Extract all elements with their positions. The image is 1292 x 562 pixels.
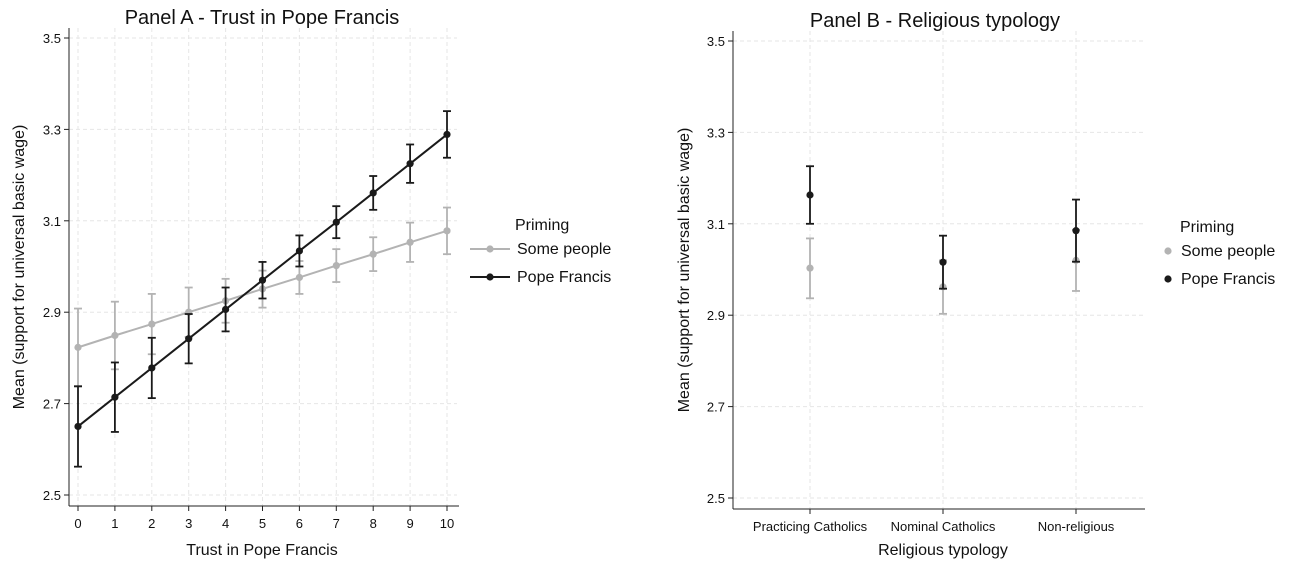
data-point [369, 250, 377, 258]
y-tick-label: 2.9 [707, 308, 725, 323]
panel-b-title: Panel B - Religious typology [810, 10, 1060, 32]
x-tick-label: 3 [185, 516, 192, 531]
legend-swatch-marker [486, 273, 494, 281]
series-pope-francis [74, 110, 451, 468]
panel-b-legend: Priming Some people Pope Francis [1164, 219, 1275, 288]
panel-b-axes: 2.5 2.7 2.9 3.1 3.3 3.5 Practicing Catholics No… [707, 31, 1145, 534]
legend-entry-label: Pope Francis [1181, 271, 1275, 288]
y-tick-label: 2.7 [43, 397, 61, 412]
data-point [443, 227, 451, 235]
x-tick-label: 6 [296, 516, 303, 531]
panel-b-y-axis-label: Mean (support for universal basic wage) [676, 128, 693, 413]
x-tick-label: Practicing Catholics [753, 519, 868, 534]
y-tick-label: 3.1 [707, 217, 725, 232]
legend-swatch-marker [1164, 275, 1172, 283]
data-point [222, 305, 230, 314]
y-tick-label: 2.5 [707, 491, 725, 506]
panel-b-grid [733, 31, 1145, 509]
x-tick-label: 1 [111, 516, 118, 531]
panel-a-y-axis-label: Mean (support for universal basic wage) [11, 125, 28, 410]
data-point [111, 331, 119, 340]
y-tick-label: 2.5 [43, 488, 61, 503]
y-tick-label: 3.1 [43, 214, 61, 229]
legend-swatch-marker [486, 245, 494, 253]
data-point [148, 364, 156, 372]
panel-b-marks [806, 165, 1080, 315]
y-tick-label: 3.3 [43, 122, 61, 137]
data-point [1072, 227, 1080, 235]
x-tick-label: 2 [148, 516, 155, 531]
legend-entry-label: Pope Francis [517, 269, 611, 286]
legend-entry-label: Some people [1181, 243, 1275, 260]
data-point [74, 422, 82, 431]
x-tick-label: 10 [440, 516, 454, 531]
panel-a-title: Panel A - Trust in Pope Francis [125, 7, 400, 29]
data-point [806, 264, 814, 272]
panel-a-axes: 2.5 2.7 2.9 3.1 3.3 3.5 0 1 2 3 4 5 6 7 8 9 10 [43, 28, 459, 531]
data-point [443, 130, 451, 139]
data-point [406, 160, 414, 168]
data-point [74, 343, 82, 351]
x-tick-label: 5 [259, 516, 266, 531]
data-point [185, 335, 193, 343]
legend-swatch-marker [1164, 247, 1172, 255]
data-point [111, 393, 119, 401]
x-tick-label: 7 [333, 516, 340, 531]
panel-a-legend: Priming Some people Pope Francis [470, 217, 611, 286]
panel-a-marks [74, 110, 451, 468]
x-tick-label: 9 [406, 516, 413, 531]
panel-b-legend-title: Priming [1180, 219, 1234, 236]
legend-entry-label: Some people [517, 241, 611, 258]
y-tick-label: 2.7 [707, 400, 725, 415]
data-point [295, 247, 303, 255]
panel-a: Panel A - Trust in Pope Francis 2.52.72.… [11, 7, 611, 559]
y-tick-label: 2.9 [43, 305, 61, 320]
series-pope-francis [806, 165, 1080, 290]
data-point [332, 218, 340, 226]
data-point [332, 261, 340, 270]
data-point [369, 189, 377, 197]
x-tick-label: 4 [222, 516, 229, 531]
panel-b-x-axis-label: Religious typology [878, 542, 1008, 559]
x-tick-label: Non-religious [1038, 519, 1115, 534]
data-point [258, 276, 267, 284]
x-tick-label: 8 [370, 516, 377, 531]
x-tick-label: Nominal Catholics [891, 519, 996, 534]
y-tick-label: 3.5 [707, 34, 725, 49]
data-point [295, 273, 303, 282]
panel-a-legend-title: Priming [515, 217, 569, 234]
panel-a-x-axis-label: Trust in Pope Francis [186, 542, 337, 559]
data-point [148, 320, 156, 328]
data-point [939, 258, 947, 266]
data-point [406, 238, 414, 246]
x-tick-label: 0 [74, 516, 81, 531]
y-tick-label: 3.3 [707, 125, 725, 140]
panel-b: Panel B - Religious typology 2.5 2.7 2.9 3.… [676, 10, 1275, 559]
y-tick-label: 3.5 [43, 31, 61, 46]
data-point [806, 191, 814, 199]
